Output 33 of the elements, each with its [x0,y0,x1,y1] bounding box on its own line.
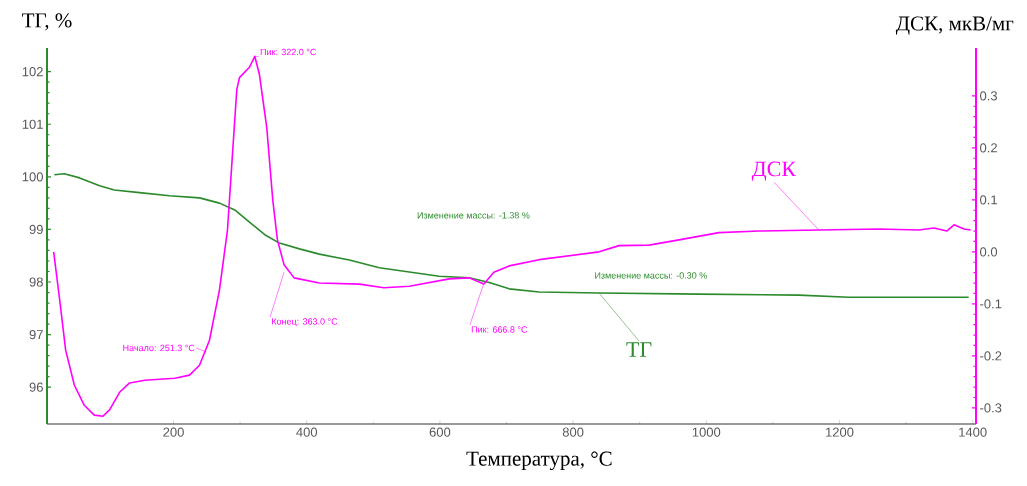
annotation: Начало: 251.3 °C [123,344,195,352]
x-tick-label: 800 [562,427,584,437]
y-tick-label: 96 [29,382,43,392]
x-axis-title: Температура, °C [466,451,612,471]
legend-label: ТГ [626,342,652,357]
x-tick-label: 600 [429,427,451,437]
y-tick-label: 97 [29,330,43,340]
y2-tick-label: 0.2 [980,143,997,153]
y-tick-label: 101 [22,119,43,129]
text: ДСК [751,161,797,181]
y-tick-label: 98 [29,277,43,287]
x-tick-label: 200 [163,427,184,437]
annotation: Изменение массы: -1.38 % [417,212,530,219]
y2-tick-label: 0.0 [980,247,998,257]
y2-tick-label: -0.1 [980,299,1002,309]
annotation: Пик: 322.0 °C [260,48,317,56]
y-tick-label: 102 [22,67,43,77]
y2-axis-title: ДСК, мкВ/мг [895,16,1014,35]
x-tick-label: 1000 [692,427,721,437]
x-tick-label: 400 [296,427,318,437]
annotation: Изменение массы: -0.30 % [595,272,707,279]
y2-tick-label: 0.1 [980,195,997,205]
y-tick-label: 100 [22,172,43,182]
y-axis-title: ТГ, % [22,13,72,31]
x-tick-label: 1200 [826,427,854,437]
annotation: Пик: 666.8 °C [471,326,528,333]
annotation: Конец: 363.0 °C [272,318,338,327]
y2-tick-label: 0.3 [980,91,998,101]
y-tick-label: 99 [29,224,43,235]
x-tick-label: 1400 [959,427,987,437]
line-series [52,55,972,417]
y2-tick-label: -0.3 [980,403,1002,413]
y2-tick-label: -0.2 [980,351,1002,361]
